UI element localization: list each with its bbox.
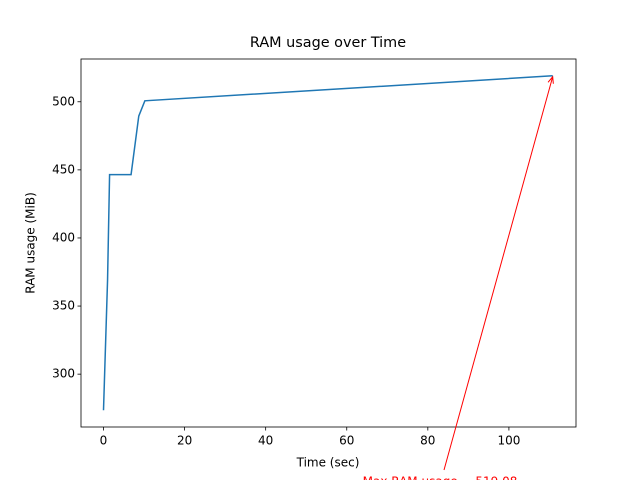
line-series: [102, 75, 553, 411]
x-tick-label: 100: [497, 434, 520, 448]
annotation-arrowhead: [547, 75, 554, 84]
x-tick-label: 40: [258, 434, 273, 448]
y-tick-label: 300: [52, 367, 75, 381]
annotation-text: Max RAM usage = 519.08: [363, 475, 518, 480]
chart-title: RAM usage over Time: [250, 35, 406, 51]
y-axis-label: RAM usage (MiB): [24, 192, 38, 294]
y-tick-label: 500: [52, 94, 75, 108]
y-tick-label: 450: [52, 162, 75, 176]
x-tick-label: 60: [339, 434, 354, 448]
x-tick-label: 20: [177, 434, 192, 448]
x-axis-label: Time (sec): [296, 456, 360, 470]
plot-frame: [80, 58, 577, 428]
y-tick-label: 350: [52, 299, 75, 313]
x-tick-label: 0: [100, 434, 108, 448]
annotation-arrow: [443, 76, 554, 471]
x-tick-label: 80: [420, 434, 435, 448]
y-tick-label: 400: [52, 230, 75, 244]
